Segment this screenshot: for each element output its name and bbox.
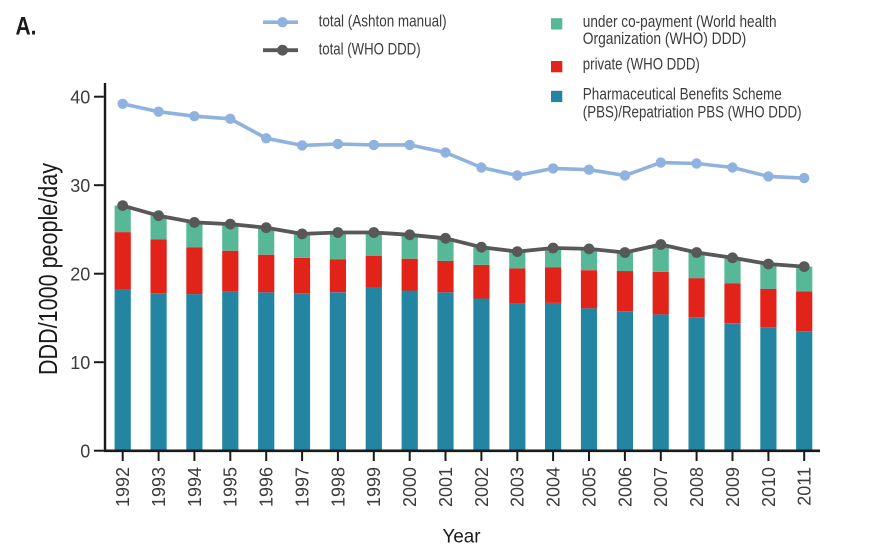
svg-text:Year: Year bbox=[443, 526, 481, 548]
svg-text:2008: 2008 bbox=[687, 467, 707, 507]
svg-text:2004: 2004 bbox=[544, 467, 564, 507]
svg-text:2007: 2007 bbox=[651, 467, 671, 507]
svg-text:2005: 2005 bbox=[579, 467, 599, 507]
svg-text:A.: A. bbox=[16, 12, 37, 40]
svg-text:1997: 1997 bbox=[292, 467, 312, 507]
svg-text:private (WHO DDD): private (WHO DDD) bbox=[583, 55, 700, 73]
svg-text:1992: 1992 bbox=[113, 467, 133, 507]
svg-text:1993: 1993 bbox=[149, 467, 169, 507]
svg-text:40: 40 bbox=[70, 88, 90, 108]
svg-text:1994: 1994 bbox=[185, 467, 205, 507]
svg-text:2001: 2001 bbox=[436, 467, 456, 507]
svg-text:Pharmaceutical Benefits Scheme: Pharmaceutical Benefits Scheme bbox=[583, 86, 782, 104]
svg-text:1995: 1995 bbox=[221, 467, 241, 507]
svg-text:0: 0 bbox=[80, 442, 90, 462]
svg-text:Organization (WHO) DDD): Organization (WHO) DDD) bbox=[583, 30, 746, 48]
svg-text:2002: 2002 bbox=[472, 467, 492, 507]
svg-text:total (WHO DDD): total (WHO DDD) bbox=[319, 40, 421, 58]
svg-text:1999: 1999 bbox=[364, 467, 384, 507]
svg-text:10: 10 bbox=[70, 353, 90, 373]
svg-text:2003: 2003 bbox=[508, 467, 528, 507]
svg-text:1998: 1998 bbox=[328, 467, 348, 507]
svg-text:under co-payment (World health: under co-payment (World health bbox=[583, 13, 777, 31]
svg-text:1996: 1996 bbox=[257, 467, 277, 507]
svg-text:2000: 2000 bbox=[400, 467, 420, 507]
svg-text:2010: 2010 bbox=[759, 467, 779, 507]
svg-text:2009: 2009 bbox=[723, 467, 743, 507]
svg-text:DDD/1000 people/day: DDD/1000 people/day bbox=[35, 163, 63, 375]
svg-text:(PBS)/Repatriation PBS (WHO DD: (PBS)/Repatriation PBS (WHO DDD) bbox=[583, 103, 802, 121]
svg-text:2011: 2011 bbox=[795, 467, 815, 506]
svg-text:20: 20 bbox=[70, 265, 90, 285]
svg-text:2006: 2006 bbox=[615, 467, 635, 507]
svg-text:total (Ashton manual): total (Ashton manual) bbox=[319, 12, 447, 30]
svg-text:30: 30 bbox=[70, 176, 90, 196]
